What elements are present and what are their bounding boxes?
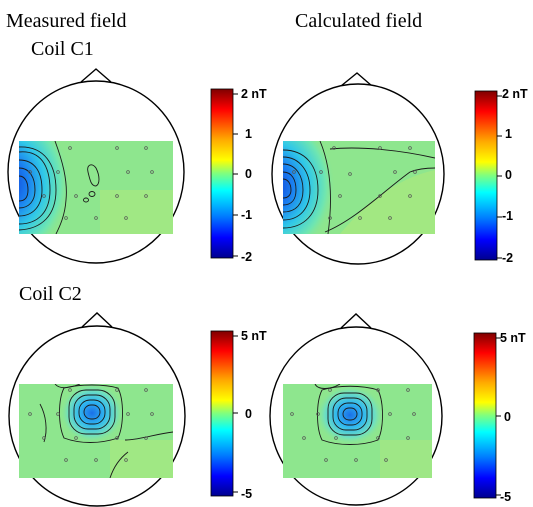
nose-shape bbox=[81, 312, 113, 328]
field-minimum-region bbox=[60, 384, 124, 443]
colorbar-tick-label: 2 nT bbox=[241, 87, 267, 101]
title-measured-field: Measured field bbox=[6, 10, 127, 32]
headmap-calculated-c2 bbox=[269, 313, 443, 506]
colorbar-tick-label: 1 bbox=[505, 127, 512, 141]
colorbar-bottom-right: 5 nT 0 -5 bbox=[473, 331, 526, 504]
nose-shape bbox=[80, 68, 112, 83]
colorbar-tick-label: 0 bbox=[245, 407, 252, 421]
colorbar-tick-label: -5 bbox=[500, 490, 511, 504]
colorbar-tick-label: -2 bbox=[241, 250, 252, 264]
headmap-measured-c1 bbox=[7, 68, 185, 264]
colorbar-tick-label: -1 bbox=[241, 208, 252, 222]
colorbar-gradient bbox=[473, 332, 497, 499]
colorbar-tick-label: 0 bbox=[245, 167, 252, 181]
title-calculated-field: Calculated field bbox=[295, 10, 422, 32]
field-minimum-region bbox=[19, 141, 87, 234]
field-minimum-region bbox=[316, 385, 384, 445]
headmap-measured-c2 bbox=[8, 312, 186, 507]
sensor-grid bbox=[28, 388, 154, 462]
headmap-calculated-c1 bbox=[271, 72, 445, 265]
sensor-grid bbox=[28, 146, 154, 220]
colorbar-tick-label: 5 nT bbox=[500, 331, 526, 345]
colorbar-gradient bbox=[210, 88, 234, 259]
label-coil-c1: Coil C1 bbox=[31, 38, 94, 60]
colorbar-tick-label: 1 bbox=[245, 127, 252, 141]
colorbar-tick-label: 0 bbox=[505, 168, 512, 182]
colorbar-top-left: 2 nT 1 0 -1 -2 bbox=[210, 87, 267, 264]
sensor-grid bbox=[292, 146, 417, 220]
colorbar-tick-label: 5 nT bbox=[241, 329, 267, 343]
colorbar-tick-label: -5 bbox=[241, 487, 252, 501]
colorbar-tick-label: -1 bbox=[502, 209, 513, 223]
nose-shape bbox=[340, 313, 372, 329]
label-coil-c2: Coil C2 bbox=[19, 283, 82, 305]
colorbar-bottom-left: 5 nT 0 -5 bbox=[210, 329, 267, 501]
colorbar-tick-label: 0 bbox=[504, 410, 511, 424]
colorbar-tick-label: 2 nT bbox=[502, 87, 528, 101]
sensor-grid bbox=[290, 388, 416, 462]
colorbar-tick-label: -2 bbox=[502, 251, 513, 265]
colorbar-gradient bbox=[210, 330, 234, 497]
colorbar-top-right: 2 nT 1 0 -1 -2 bbox=[474, 87, 528, 265]
colorbar-gradient bbox=[474, 90, 498, 261]
nose-shape bbox=[340, 72, 373, 87]
